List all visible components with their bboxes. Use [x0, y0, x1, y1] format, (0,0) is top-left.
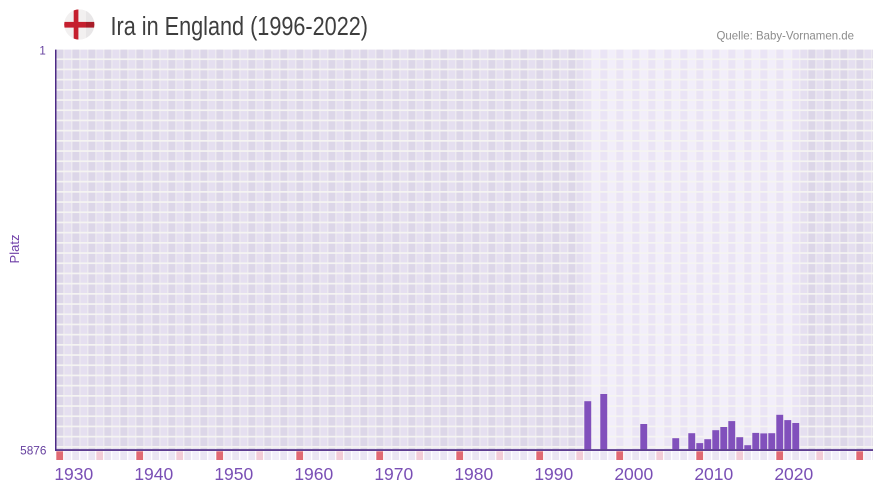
svg-text:5876: 5876 [20, 443, 47, 457]
svg-text:1950: 1950 [214, 464, 253, 484]
svg-text:1990: 1990 [534, 464, 573, 484]
svg-text:2000: 2000 [614, 464, 653, 484]
svg-text:1: 1 [39, 45, 45, 57]
svg-text:Platz: Platz [7, 235, 22, 264]
svg-text:1980: 1980 [454, 464, 493, 484]
svg-text:Ira in England (1996-2022): Ira in England (1996-2022) [111, 11, 369, 41]
svg-text:1960: 1960 [294, 464, 333, 484]
svg-text:Quelle: Baby-Vornamen.de: Quelle: Baby-Vornamen.de [717, 28, 855, 42]
svg-text:1940: 1940 [134, 464, 173, 484]
svg-text:1970: 1970 [374, 464, 413, 484]
svg-text:2010: 2010 [694, 464, 733, 484]
svg-text:1930: 1930 [54, 464, 93, 484]
svg-text:2020: 2020 [774, 464, 813, 484]
